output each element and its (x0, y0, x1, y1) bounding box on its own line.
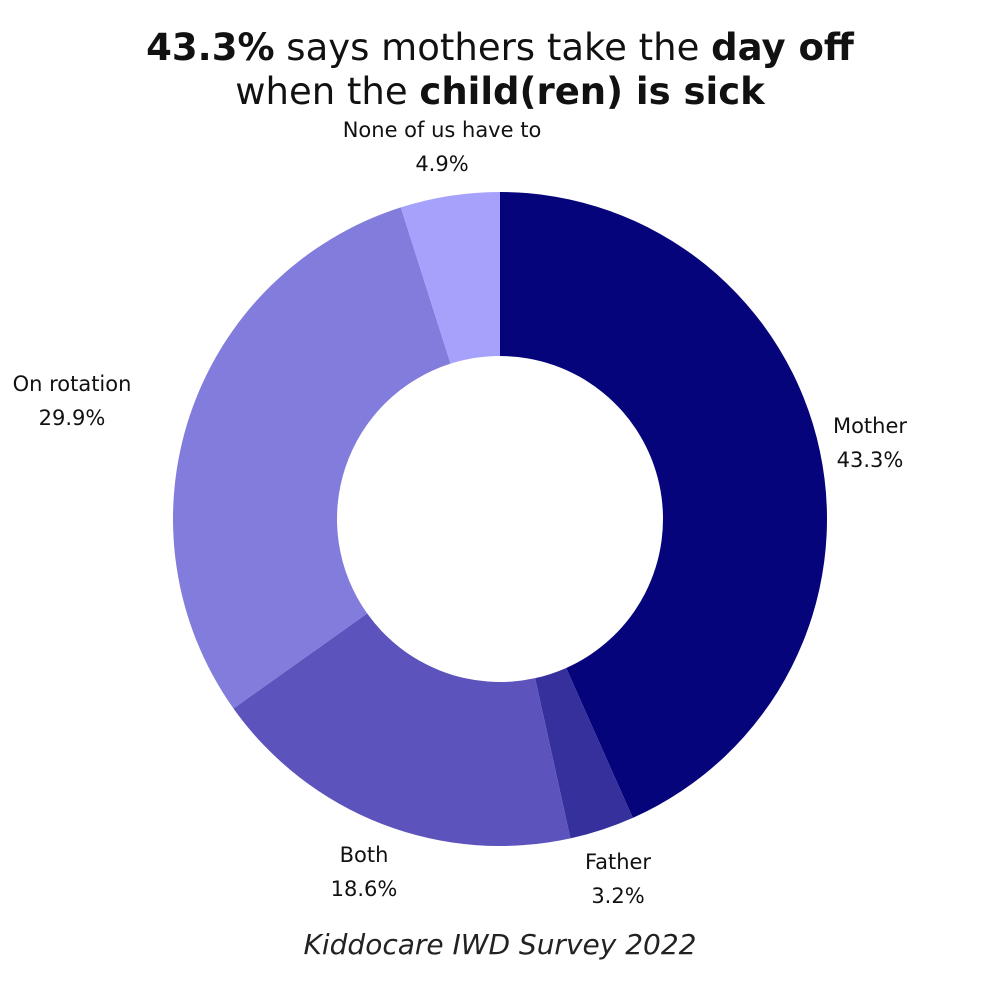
slice-value: 18.6% (330, 877, 398, 901)
slice-label-mother: Mother 43.3% (833, 409, 907, 477)
slice-name: On rotation (12, 372, 132, 396)
title-highlight-day-off: day off (711, 26, 854, 69)
slice-name: Father (584, 850, 652, 874)
slice-label-father: Father 3.2% (585, 845, 651, 913)
slice-value: 4.9% (415, 152, 469, 176)
slice-none-of-us-have-to (400, 192, 500, 364)
slice-name: Mother (832, 414, 908, 438)
slice-label-on-rotation: On rotation 29.9% (13, 367, 132, 435)
title-highlight-percent: 43.3% (146, 26, 275, 69)
slice-father (535, 667, 633, 839)
slice-value: 43.3% (836, 448, 904, 472)
title-line-2: when the child(ren) is sick (0, 70, 1000, 114)
title-highlight-children: child(ren) is sick (419, 70, 765, 113)
slice-value: 29.9% (38, 406, 106, 430)
title-line-1: 43.3% says mothers take the day off (0, 26, 1000, 70)
slice-label-none-of-us: None of us have to 4.9% (343, 113, 542, 181)
slice-name: None of us have to (342, 118, 542, 142)
slice-name: Both (339, 843, 389, 867)
slice-mother (500, 192, 827, 818)
slice-value: 3.2% (591, 884, 645, 908)
chart-title: 43.3% says mothers take the day off when… (0, 26, 1000, 114)
source-caption: Kiddocare IWD Survey 2022 (303, 928, 697, 961)
slice-on-rotation (172, 207, 451, 709)
title-text-2: when the (235, 70, 420, 113)
slice-both (233, 613, 571, 846)
slice-label-both: Both 18.6% (331, 838, 398, 906)
title-text-1: says mothers take the (274, 26, 712, 69)
